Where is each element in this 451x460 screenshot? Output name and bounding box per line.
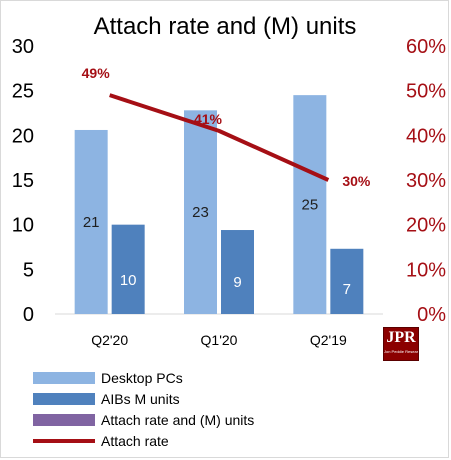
jpr-logo: JPR Jon Peddie Research [383, 327, 419, 361]
bar-desktop-pcs [184, 110, 217, 314]
legend-aibs-units-text: AIBs M units [101, 391, 180, 407]
legend-desktop-pcs-text: Desktop PCs [101, 370, 183, 386]
y2-tick-label: 10% [406, 259, 446, 281]
axes: 0 5 10 15 20 25 30 0% 10% 20% 30% 40% 50% 60% [12, 36, 446, 326]
y2-tick-label: 0% [417, 304, 446, 326]
y-tick-label: 0 [23, 304, 34, 326]
x-tick-label: Q1'20 [201, 332, 238, 348]
bar-label-aibs-units: 10 [120, 272, 137, 289]
bar-desktop-pcs [74, 129, 108, 314]
legend-aibs-units: AIBs M units [33, 391, 180, 407]
bar-aibs-units [221, 230, 254, 314]
attach-rate-label: 30% [342, 173, 371, 189]
y2-tick-label: 20% [406, 215, 446, 237]
y2-tick-label: 30% [406, 170, 446, 192]
bar-aibs-units [330, 248, 364, 314]
chart-title: Attach rate and (M) units [94, 13, 357, 40]
bar-label-desktop-pcs: 25 [301, 197, 318, 214]
y-tick-label: 10 [12, 215, 34, 237]
y2-tick-label: 40% [406, 125, 446, 147]
x-tick-label: Q2'19 [310, 332, 347, 348]
legend-attach-rate: Attach rate [33, 433, 169, 449]
y-tick-label: 30 [12, 36, 34, 58]
legend-attach-rate-units-swatch [33, 414, 95, 426]
y-tick-label: 5 [23, 259, 34, 281]
attach-rate-polyline [109, 93, 330, 182]
x-tick-label: Q2'20 [91, 332, 128, 348]
legend-attach-rate-units: Attach rate and (M) units [33, 412, 254, 428]
attach-rate-line: 49% 41% 30% [82, 65, 371, 189]
y-tick-label: 25 [12, 81, 34, 103]
legend-desktop-pcs: Desktop PCs [33, 370, 183, 386]
bar-label-aibs-units: 9 [233, 274, 241, 291]
y2-tick-label: 60% [406, 36, 446, 58]
legend-attach-rate-units-text: Attach rate and (M) units [101, 412, 254, 428]
bar-label-desktop-pcs: 21 [83, 214, 100, 231]
logo-subtext: Jon Peddie Research [384, 349, 418, 354]
bar-label-desktop-pcs: 23 [192, 204, 209, 221]
legend-attach-rate-text: Attach rate [101, 433, 169, 449]
bar-aibs-units [111, 224, 145, 314]
logo-text: JPR [386, 329, 416, 346]
attach-rate-label: 49% [82, 65, 111, 81]
y2-tick-label: 50% [406, 81, 446, 103]
bar-label-aibs-units: 7 [343, 281, 351, 298]
legend: Desktop PCs AIBs M units Attach rate and (… [33, 370, 254, 449]
attach-rate-label: 41% [194, 111, 223, 127]
bars: 21 10 Q2'20 23 9 Q1'20 25 7 Q2'19 [74, 95, 364, 348]
legend-aibs-units-swatch [33, 393, 95, 405]
bar-desktop-pcs [293, 95, 327, 314]
y-tick-label: 15 [12, 170, 34, 192]
legend-desktop-pcs-swatch [33, 372, 95, 384]
y-tick-label: 20 [12, 125, 34, 147]
